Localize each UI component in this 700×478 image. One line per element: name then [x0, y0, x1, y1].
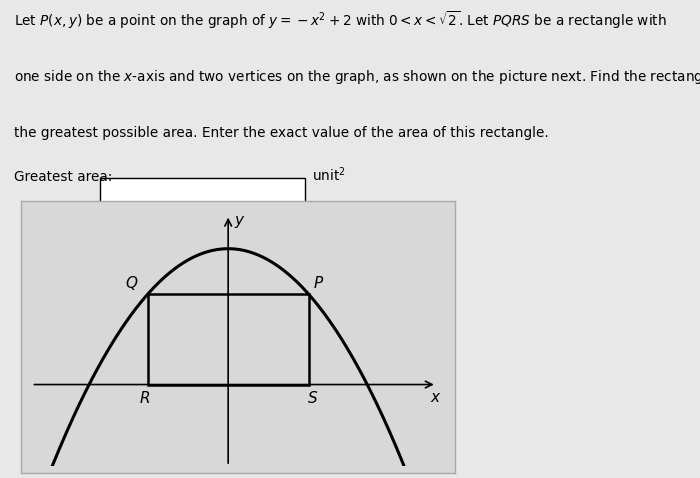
FancyBboxPatch shape [99, 178, 305, 224]
Text: Q: Q [126, 276, 138, 292]
Text: S: S [308, 391, 318, 406]
Text: R: R [139, 391, 150, 406]
Text: the greatest possible area. Enter the exact value of the area of this rectangle.: the greatest possible area. Enter the ex… [14, 126, 549, 140]
Bar [148, 294, 309, 384]
Text: y: y [234, 213, 243, 228]
Text: Let $P(x, y)$ be a point on the graph of $y = -x^2 + 2$ with $0 < x < \sqrt{2}$.: Let $P(x, y)$ be a point on the graph of… [14, 10, 666, 32]
Text: one side on the $x$-axis and two vertices on the graph, as shown on the picture : one side on the $x$-axis and two vertice… [14, 68, 700, 86]
Text: x: x [430, 390, 440, 405]
Text: P: P [314, 276, 323, 292]
Text: unit$^2$: unit$^2$ [312, 165, 346, 184]
Text: Greatest area:: Greatest area: [14, 170, 112, 184]
